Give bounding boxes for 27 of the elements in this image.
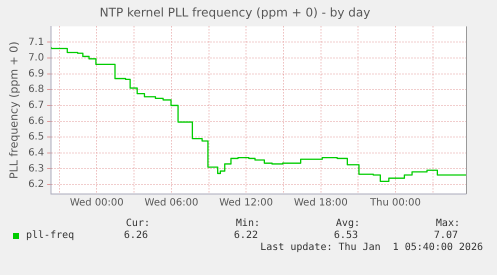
y-tick-label: 6.6 [28, 116, 44, 127]
y-tick-label: 6.7 [28, 100, 44, 112]
x-tick-label: Wed 12:00 [219, 198, 274, 209]
y-tick-label: 6.5 [28, 132, 44, 143]
text: 6.53 [334, 230, 358, 241]
chart-title: NTP kernel PLL frequency (ppm + 0) - by day [100, 5, 370, 20]
y-tick-label: 7.1 [28, 36, 44, 48]
x-tick-label: Wed 18:00 [294, 198, 348, 209]
y-tick-label: 6.3 [28, 163, 44, 174]
y-tick-label: 6.8 [28, 84, 44, 96]
text: 7.07 [434, 230, 458, 241]
x-tick-label: Wed 06:00 [144, 198, 198, 209]
x-tick-label: Thu 00:00 [369, 198, 421, 209]
text: Max: [436, 218, 460, 229]
y-tick-label: 6.4 [28, 147, 44, 158]
text: Min: [236, 218, 260, 229]
text: 6.26 [124, 230, 148, 241]
x-tick-label: Wed 00:00 [70, 198, 124, 209]
y-tick-label: 6.2 [28, 179, 44, 190]
text: Cur: [126, 218, 150, 229]
text: 6.22 [234, 230, 258, 241]
text: Avg: [336, 218, 360, 229]
y-axis-title: PLL frequency (ppm + 0) [7, 41, 20, 179]
legend-label: pll-freq [26, 230, 74, 241]
y-tick-label: 6.9 [28, 68, 44, 80]
y-tick-label: 7.0 [28, 52, 44, 64]
text: Last update: Thu Jan 1 05:40:00 2026 [260, 242, 483, 253]
